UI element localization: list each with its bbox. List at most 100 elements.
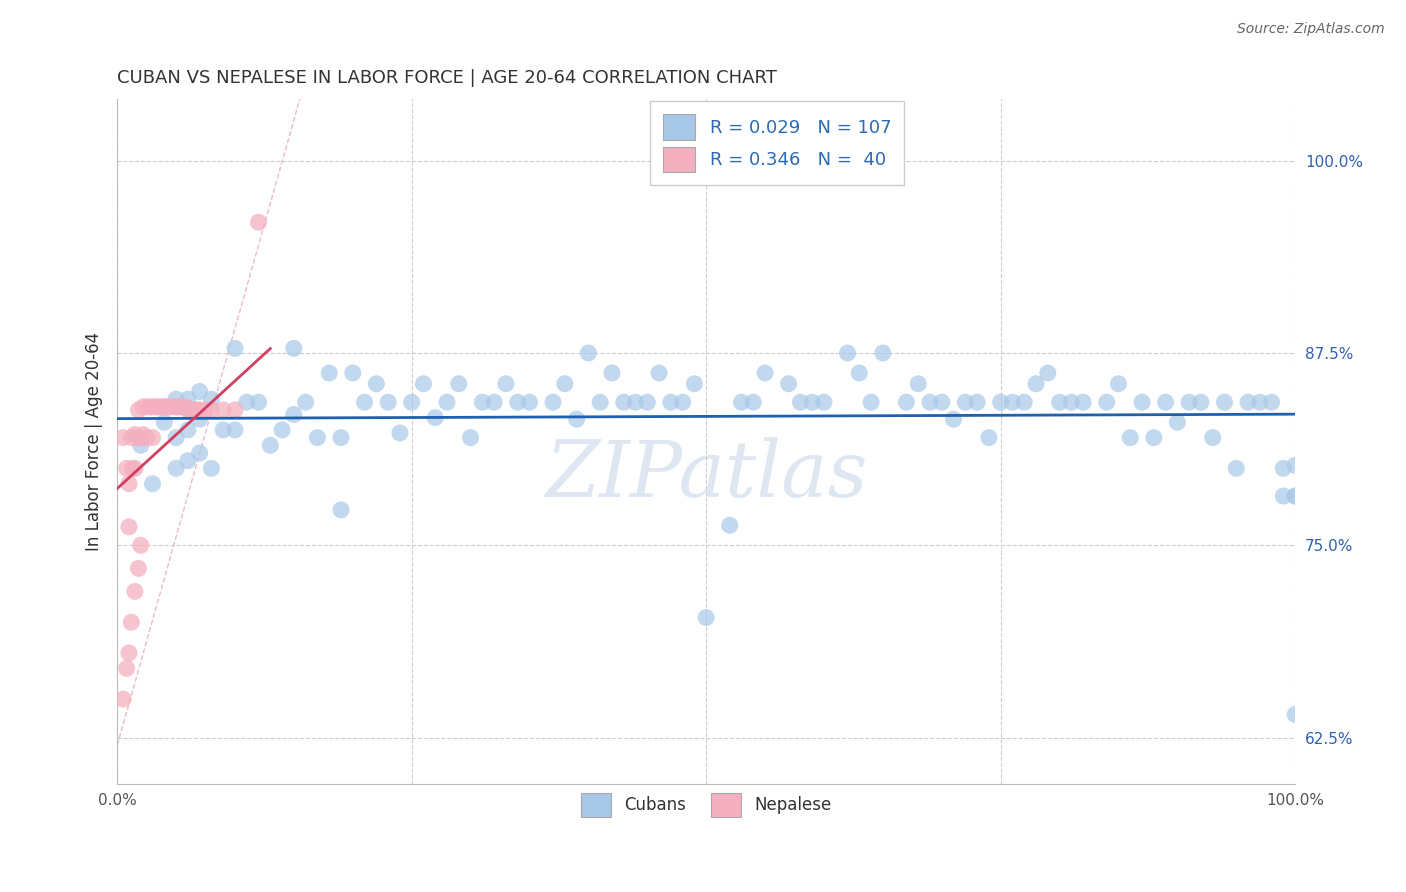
- Point: [1095, 395, 1118, 409]
- Point: [1178, 395, 1201, 409]
- Point: [145, 400, 167, 414]
- Point: [624, 395, 647, 409]
- Point: [118, 476, 141, 491]
- Point: [1249, 395, 1271, 409]
- Point: [141, 431, 163, 445]
- Point: [132, 427, 155, 442]
- Point: [120, 431, 142, 445]
- Text: Source: ZipAtlas.com: Source: ZipAtlas.com: [1237, 22, 1385, 37]
- Point: [377, 395, 399, 409]
- Legend: Cubans, Nepalese: Cubans, Nepalese: [574, 787, 838, 823]
- Point: [482, 395, 505, 409]
- Point: [1025, 376, 1047, 391]
- Point: [150, 400, 173, 414]
- Point: [966, 395, 988, 409]
- Point: [742, 395, 765, 409]
- Point: [576, 346, 599, 360]
- Point: [165, 461, 187, 475]
- Point: [186, 403, 208, 417]
- Point: [177, 392, 200, 406]
- Point: [167, 400, 190, 414]
- Point: [236, 395, 259, 409]
- Point: [247, 395, 270, 409]
- Point: [118, 520, 141, 534]
- Point: [283, 342, 305, 356]
- Text: CUBAN VS NEPALESE IN LABOR FORCE | AGE 20-64 CORRELATION CHART: CUBAN VS NEPALESE IN LABOR FORCE | AGE 2…: [117, 69, 778, 87]
- Point: [778, 376, 800, 391]
- Point: [1154, 395, 1177, 409]
- Point: [139, 400, 162, 414]
- Point: [848, 366, 870, 380]
- Point: [730, 395, 752, 409]
- Point: [1202, 431, 1225, 445]
- Point: [212, 423, 235, 437]
- Point: [918, 395, 941, 409]
- Point: [112, 692, 135, 706]
- Point: [955, 395, 977, 409]
- Point: [931, 395, 953, 409]
- Point: [447, 376, 470, 391]
- Point: [495, 376, 517, 391]
- Point: [188, 403, 211, 417]
- Point: [163, 400, 186, 414]
- Point: [283, 408, 305, 422]
- Point: [247, 215, 270, 229]
- Point: [1284, 489, 1306, 503]
- Point: [519, 395, 541, 409]
- Point: [127, 403, 149, 417]
- Point: [129, 438, 152, 452]
- Point: [1012, 395, 1035, 409]
- Point: [589, 395, 612, 409]
- Point: [659, 395, 682, 409]
- Point: [183, 403, 205, 417]
- Point: [188, 384, 211, 399]
- Point: [179, 403, 201, 417]
- Point: [1107, 376, 1129, 391]
- Y-axis label: In Labor Force | Age 20-64: In Labor Force | Age 20-64: [86, 332, 103, 551]
- Point: [672, 395, 695, 409]
- Point: [200, 461, 222, 475]
- Point: [896, 395, 918, 409]
- Point: [200, 392, 222, 406]
- Point: [135, 400, 157, 414]
- Point: [636, 395, 658, 409]
- Point: [124, 584, 146, 599]
- Point: [613, 395, 636, 409]
- Point: [271, 423, 294, 437]
- Point: [174, 400, 197, 414]
- Point: [1060, 395, 1083, 409]
- Point: [124, 461, 146, 475]
- Point: [990, 395, 1012, 409]
- Point: [294, 395, 316, 409]
- Point: [1071, 395, 1094, 409]
- Point: [177, 453, 200, 467]
- Point: [837, 346, 859, 360]
- Point: [121, 461, 143, 475]
- Point: [554, 376, 576, 391]
- Point: [135, 431, 157, 445]
- Point: [330, 431, 353, 445]
- Point: [212, 403, 235, 417]
- Point: [460, 431, 482, 445]
- Point: [127, 431, 149, 445]
- Point: [388, 425, 411, 440]
- Point: [132, 400, 155, 414]
- Point: [118, 646, 141, 660]
- Point: [330, 503, 353, 517]
- Point: [342, 366, 364, 380]
- Point: [153, 400, 176, 414]
- Point: [188, 412, 211, 426]
- Text: ZIPatlas: ZIPatlas: [546, 438, 868, 514]
- Point: [565, 412, 588, 426]
- Point: [307, 431, 329, 445]
- Point: [224, 342, 246, 356]
- Point: [872, 346, 894, 360]
- Point: [259, 438, 281, 452]
- Point: [860, 395, 883, 409]
- Point: [648, 366, 671, 380]
- Point: [907, 376, 929, 391]
- Point: [115, 461, 138, 475]
- Point: [177, 423, 200, 437]
- Point: [165, 400, 187, 414]
- Point: [1284, 707, 1306, 722]
